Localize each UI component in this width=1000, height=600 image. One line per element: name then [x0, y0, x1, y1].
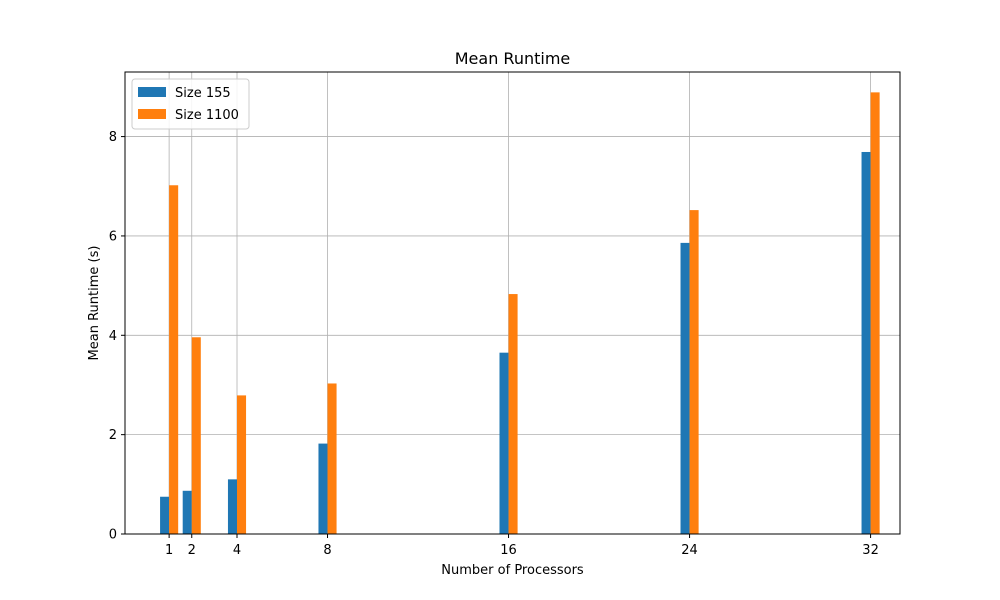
bar-size-155	[227, 479, 238, 534]
bar-size-1100	[689, 210, 699, 535]
legend-label: Size 155	[175, 86, 231, 101]
plot-frame	[124, 71, 901, 535]
legend-swatch	[138, 87, 166, 97]
x-tick-label: 4	[233, 543, 241, 558]
bar-size-155	[182, 490, 192, 534]
y-axis-label: Mean Runtime (s)	[87, 246, 102, 361]
legend-swatch	[138, 109, 166, 119]
x-tick-label: 2	[188, 543, 196, 558]
bar-size-155	[499, 352, 509, 534]
y-tick-label: 0	[109, 528, 117, 543]
y-tick-label: 4	[109, 329, 117, 344]
bar-size-1100	[169, 185, 179, 534]
y-tick-label: 6	[109, 229, 117, 244]
bar-size-1100	[191, 337, 201, 534]
bars	[160, 92, 880, 535]
bar-size-1100	[237, 395, 247, 534]
y-tick-label: 2	[109, 428, 117, 443]
x-tick-label: 32	[862, 543, 879, 558]
bar-size-1100	[870, 92, 880, 535]
bar-size-155	[861, 151, 871, 534]
y-tick-label: 8	[109, 130, 117, 145]
x-tick-label: 16	[500, 543, 517, 558]
bar-size-155	[318, 443, 328, 534]
x-axis-label: Number of Processors	[441, 563, 584, 578]
x-ticks: 1 2 4 8 16 24 32	[165, 534, 879, 558]
x-tick-label: 24	[681, 543, 698, 558]
bar-size-155	[680, 242, 690, 534]
legend: Size 155 Size 1100	[131, 78, 250, 130]
bar-size-155	[160, 496, 170, 534]
x-tick-label: 8	[323, 543, 331, 558]
legend-label: Size 1100	[175, 108, 239, 123]
bar-size-1100	[508, 294, 518, 534]
chart-title: Mean Runtime	[455, 49, 571, 68]
bar-size-1100	[327, 383, 337, 534]
y-ticks: 0 2 4 6 8	[109, 130, 125, 543]
x-tick-label: 1	[165, 543, 173, 558]
